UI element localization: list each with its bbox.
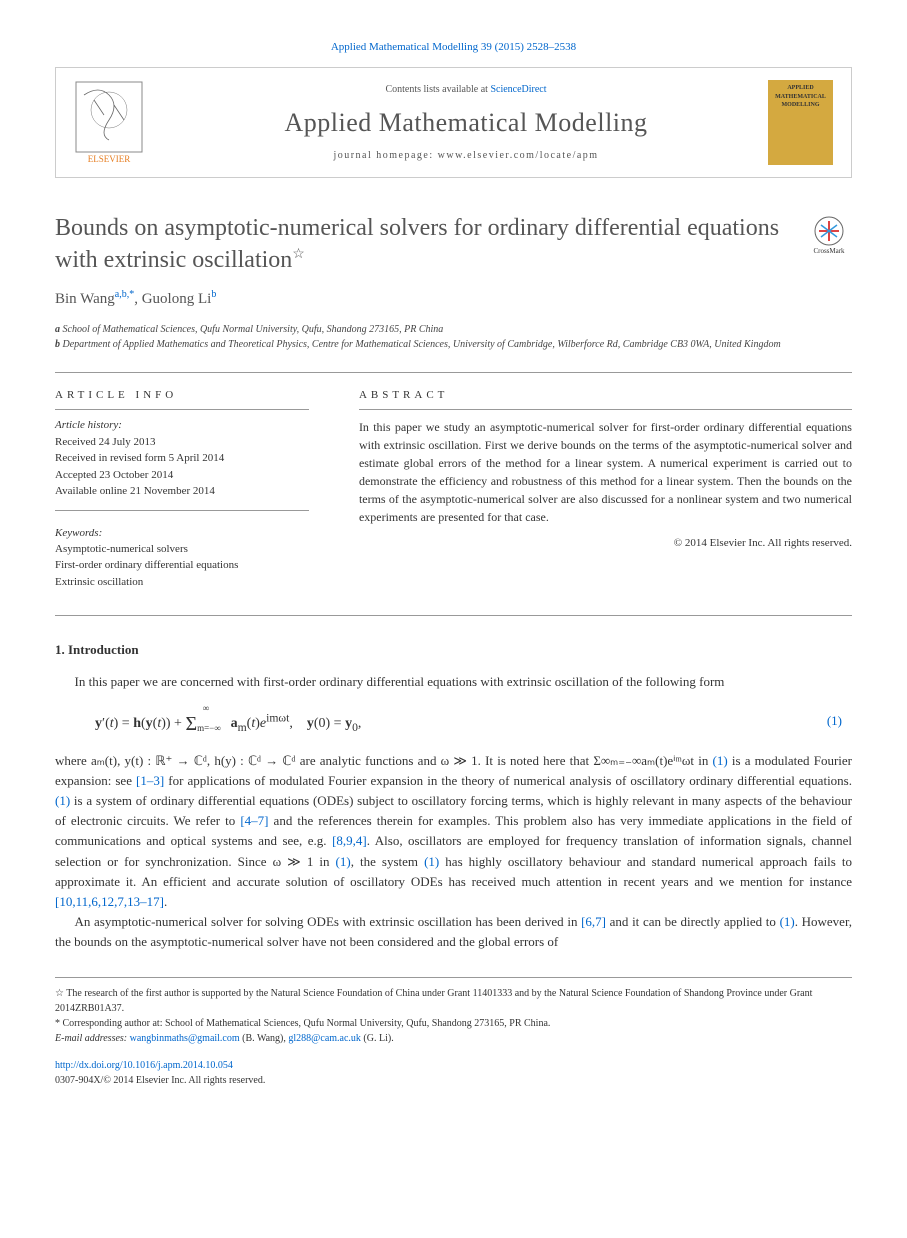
intro-para-2: where aₘ(t), y(t) : ℝ⁺ → ℂᵈ, h(y) : ℂᵈ →… xyxy=(55,751,852,912)
doi-link[interactable]: http://dx.doi.org/10.1016/j.apm.2014.10.… xyxy=(55,1060,233,1071)
history-received: Received 24 July 2013 xyxy=(55,434,309,451)
history-online: Available online 21 November 2014 xyxy=(55,483,309,500)
journal-cover-thumbnail: APPLIED MATHEMATICAL MODELLING xyxy=(768,80,833,165)
sciencedirect-link[interactable]: ScienceDirect xyxy=(490,84,546,95)
ref-894-link[interactable]: [8,9,4] xyxy=(332,833,367,848)
ref-4-7-link[interactable]: [4–7] xyxy=(240,813,268,828)
history-accepted: Accepted 23 October 2014 xyxy=(55,467,309,484)
article-info-heading: ARTICLE INFO xyxy=(55,388,309,410)
contents-list: Contents lists available at ScienceDirec… xyxy=(164,83,768,97)
ref-eq1-link-3[interactable]: (1) xyxy=(336,854,351,869)
intro-heading: 1. Introduction xyxy=(55,641,852,659)
keyword-2: First-order ordinary differential equati… xyxy=(55,557,309,574)
email-2-link[interactable]: gl288@cam.ac.uk xyxy=(288,1033,361,1044)
funding-footnote: ☆ The research of the first author is su… xyxy=(55,986,852,1016)
ref-67-link[interactable]: [6,7] xyxy=(581,914,606,929)
abstract-column: ABSTRACT In this paper we study an asymp… xyxy=(334,388,852,591)
history-label: Article history: xyxy=(55,418,309,433)
ref-eq1-link[interactable]: (1) xyxy=(713,753,728,768)
affiliation-a: School of Mathematical Sciences, Qufu No… xyxy=(63,324,444,335)
ref-eq1-link-5[interactable]: (1) xyxy=(780,914,795,929)
affiliations-block: a School of Mathematical Sciences, Qufu … xyxy=(55,322,852,352)
article-title: Bounds on asymptotic-numerical solvers f… xyxy=(55,213,787,275)
divider xyxy=(55,372,852,373)
intro-para-3: An asymptotic-numerical solver for solvi… xyxy=(55,912,852,952)
ref-eq1-link-2[interactable]: (1) xyxy=(55,793,70,808)
issn-copyright: 0307-904X/© 2014 Elsevier Inc. All right… xyxy=(55,1075,265,1086)
history-revised: Received in revised form 5 April 2014 xyxy=(55,450,309,467)
email-footnote: E-mail addresses: wangbinmaths@gmail.com… xyxy=(55,1031,852,1046)
citation-link[interactable]: Applied Mathematical Modelling 39 (2015)… xyxy=(331,41,576,53)
authors-line: Bin Wanga,b,*, Guolong Lib xyxy=(55,288,852,310)
ref-eq1-link-4[interactable]: (1) xyxy=(424,854,439,869)
banner-center: Contents lists available at ScienceDirec… xyxy=(164,83,768,163)
equation-1-row: y′(t) = h(y(t)) + Σm=−∞∞ am(t)eimωt, y(0… xyxy=(55,707,852,736)
keyword-1: Asymptotic-numerical solvers xyxy=(55,541,309,558)
keywords-label: Keywords: xyxy=(55,526,309,541)
affiliation-b: Department of Applied Mathematics and Th… xyxy=(63,339,781,350)
journal-name: Applied Mathematical Modelling xyxy=(164,105,768,141)
svg-text:ELSEVIER: ELSEVIER xyxy=(88,154,131,164)
author-1-corresponding[interactable]: * xyxy=(129,289,134,300)
ref-1-3-link[interactable]: [1–3] xyxy=(136,773,164,788)
corresponding-author-footnote: * Corresponding author at: School of Mat… xyxy=(55,1016,852,1031)
svg-text:CrossMark: CrossMark xyxy=(813,247,845,255)
email-1-link[interactable]: wangbinmaths@gmail.com xyxy=(130,1033,240,1044)
abstract-copyright: © 2014 Elsevier Inc. All rights reserved… xyxy=(359,536,852,551)
elsevier-logo: ELSEVIER xyxy=(74,80,144,165)
footer-block: http://dx.doi.org/10.1016/j.apm.2014.10.… xyxy=(55,1058,852,1088)
author-2: Guolong Li xyxy=(142,291,212,307)
journal-homepage: journal homepage: www.elsevier.com/locat… xyxy=(164,149,768,163)
equation-1-number[interactable]: (1) xyxy=(827,712,852,730)
abstract-text: In this paper we study an asymptotic-num… xyxy=(359,418,852,526)
author-2-affil[interactable]: b xyxy=(211,289,216,300)
journal-banner: ELSEVIER Contents lists available at Sci… xyxy=(55,67,852,178)
equation-1: y′(t) = h(y(t)) + Σm=−∞∞ am(t)eimωt, y(0… xyxy=(55,707,827,736)
citation-header: Applied Mathematical Modelling 39 (2015)… xyxy=(55,40,852,55)
author-1-affil[interactable]: a,b, xyxy=(115,289,129,300)
intro-para-1: In this paper we are concerned with firs… xyxy=(55,672,852,692)
funding-star[interactable]: ☆ xyxy=(292,247,305,262)
abstract-heading: ABSTRACT xyxy=(359,388,852,410)
article-info-column: ARTICLE INFO Article history: Received 2… xyxy=(55,388,334,591)
keyword-3: Extrinsic oscillation xyxy=(55,574,309,591)
author-1: Bin Wang xyxy=(55,291,115,307)
divider xyxy=(55,615,852,616)
crossmark-badge[interactable]: CrossMark xyxy=(807,213,852,258)
footnotes-block: ☆ The research of the first author is su… xyxy=(55,977,852,1046)
ref-10-17-link[interactable]: [10,11,6,12,7,13–17] xyxy=(55,894,164,909)
